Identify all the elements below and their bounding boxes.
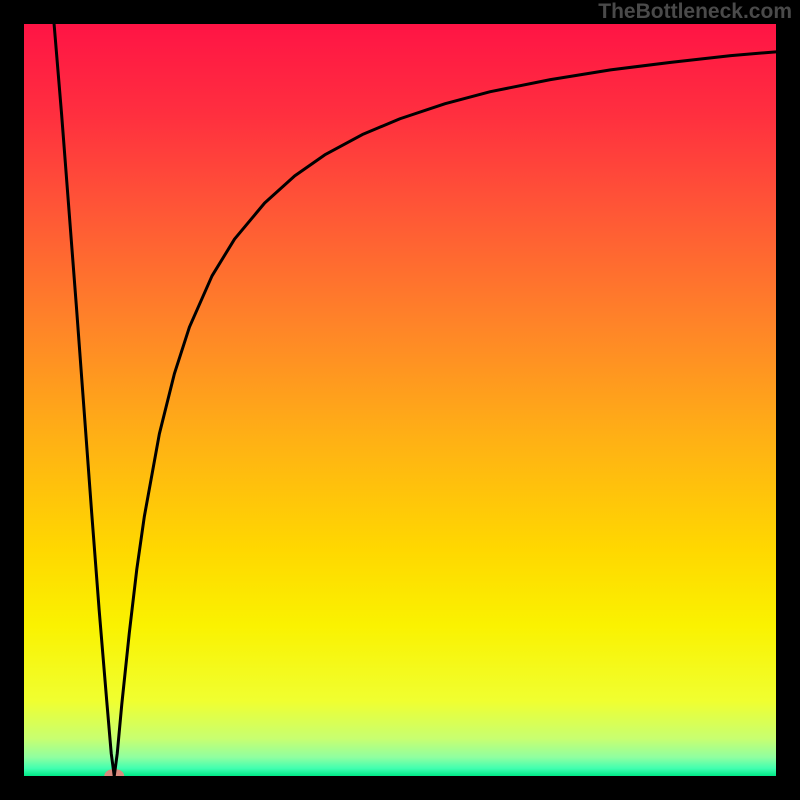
watermark-text: TheBottleneck.com bbox=[598, 0, 792, 24]
gradient-background bbox=[24, 24, 776, 776]
chart-svg bbox=[24, 24, 776, 776]
figure-root: TheBottleneck.com bbox=[0, 0, 800, 800]
plot-area bbox=[24, 24, 776, 776]
